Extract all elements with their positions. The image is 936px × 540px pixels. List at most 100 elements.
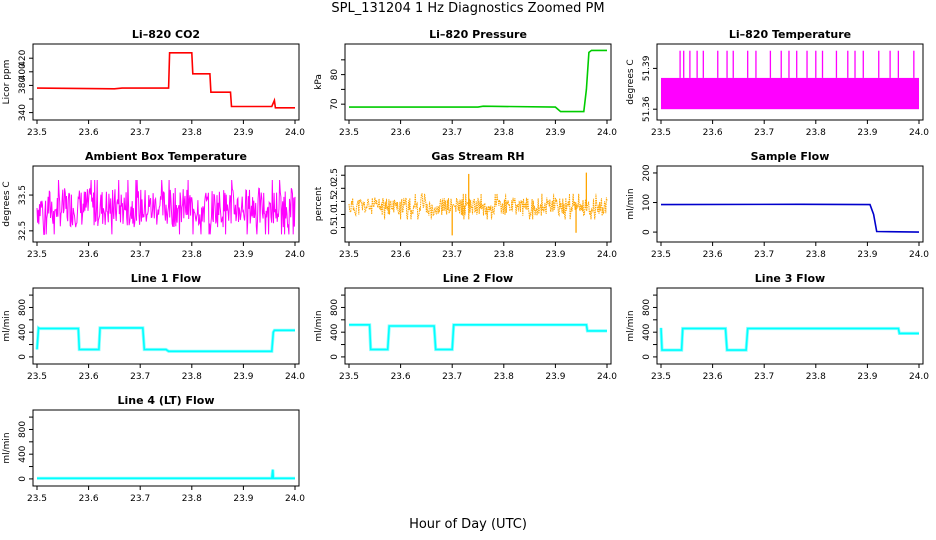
y-axis-label: ml/min: [314, 310, 324, 341]
x-tick-label: 23.9: [233, 128, 253, 138]
y-tick-label: 2.0: [330, 181, 340, 196]
panel-title: Ambient Box Temperature: [85, 150, 247, 163]
panel-2: Li–820 Pressure kPa 23.5 23.6 23.7 23.8 23.9 24…: [314, 28, 617, 138]
plot-frame: [656, 165, 924, 243]
x-tick-label: 23.6: [703, 128, 723, 138]
x-tick-label: 23.5: [339, 128, 359, 138]
y-tick-label: 380: [18, 77, 28, 94]
series-line: [348, 193, 608, 220]
shared-x-axis-label: Hour of Day (UTC): [409, 517, 527, 532]
x-tick-label: 23.7: [130, 494, 150, 504]
x-tick-label: 23.8: [494, 128, 514, 138]
plot-frame: [32, 165, 300, 243]
plot-frame: [344, 287, 612, 365]
x-tick-label: 23.8: [806, 128, 826, 138]
x-tick-label: 23.5: [651, 250, 671, 260]
y-tick-label: 0.5: [330, 220, 340, 234]
x-tick-label: 23.9: [857, 128, 877, 138]
x-tick-label: 24.0: [285, 128, 305, 138]
y-tick-label: 0: [18, 354, 28, 360]
series-line-noise: [37, 469, 295, 480]
y-tick-label: 400: [642, 323, 652, 340]
y-tick-label: 1.5: [330, 194, 340, 208]
series-line: [37, 469, 295, 480]
y-tick-label: 420: [18, 49, 28, 66]
page-title: SPL_131204 1 Hz Diagnostics Zoomed PM: [331, 1, 605, 16]
y-tick-label: 400: [18, 63, 28, 80]
x-tick-label: 23.7: [754, 250, 774, 260]
series-line-noise: [349, 323, 607, 352]
plot-frame: [32, 409, 300, 487]
y-tick-label: 51.39: [642, 55, 652, 81]
panel-title: Li–820 CO2: [132, 28, 200, 41]
x-tick-label: 23.6: [79, 372, 99, 382]
y-tick-label: 400: [330, 323, 340, 340]
x-tick-label: 23.5: [339, 250, 359, 260]
panel-title: Line 4 (LT) Flow: [118, 394, 215, 407]
y-tick-label: 32.5: [18, 221, 28, 241]
y-axis-label: ml/min: [2, 432, 12, 463]
x-tick-label: 23.8: [494, 250, 514, 260]
panel-8: Line 2 Flow ml/min 23.5 23.6 23.7 23.8 23.9 24.…: [314, 272, 617, 382]
x-tick-label: 23.5: [651, 128, 671, 138]
x-tick-label: 24.0: [909, 372, 929, 382]
x-tick-label: 23.9: [233, 494, 253, 504]
x-tick-label: 23.7: [130, 128, 150, 138]
y-tick-label: 340: [18, 104, 28, 121]
y-tick-label: 800: [642, 299, 652, 316]
panel-7: Line 1 Flow ml/min 23.5 23.6 23.7 23.8 23.9 24.…: [2, 272, 305, 382]
x-tick-label: 23.8: [494, 372, 514, 382]
panel-9: Line 3 Flow ml/min 23.5 23.6 23.7 23.8 23.9 24.…: [626, 272, 929, 382]
panel-title: Li–820 Pressure: [429, 28, 527, 41]
y-tick-label: 0: [330, 354, 340, 360]
y-tick-label: 2.5: [330, 168, 340, 182]
plot-frame: [32, 287, 300, 365]
x-tick-label: 23.5: [339, 372, 359, 382]
x-tick-label: 23.5: [27, 250, 47, 260]
panel-3: Li–820 Temperature degrees C 23.5 23.6 23.7 2…: [626, 28, 929, 138]
x-tick-label: 23.6: [703, 250, 723, 260]
y-tick-label: 51.36: [642, 96, 652, 122]
plot-frame: [32, 43, 300, 121]
x-tick-label: 23.8: [806, 372, 826, 382]
y-tick-label: 33.5: [18, 185, 28, 205]
x-tick-label: 23.9: [545, 128, 565, 138]
y-tick-label: 0: [18, 476, 28, 482]
series-line: [660, 327, 919, 351]
series-line: [36, 51, 295, 109]
x-tick-label: 23.7: [442, 250, 462, 260]
x-tick-label: 24.0: [285, 372, 305, 382]
y-tick-label: 200: [642, 164, 652, 181]
x-tick-label: 23.8: [182, 250, 202, 260]
y-tick-label: 800: [330, 299, 340, 316]
series-line: [36, 326, 295, 353]
y-tick-label: 1.0: [330, 207, 340, 222]
plot-frame: [344, 43, 612, 121]
x-tick-label: 23.9: [545, 372, 565, 382]
x-tick-label: 23.8: [182, 128, 202, 138]
y-tick-label: 0: [642, 229, 652, 235]
x-tick-label: 23.6: [391, 128, 411, 138]
panel-6: Sample Flow ml/min 23.5 23.6 23.7 23.8 23.9 24.…: [626, 150, 929, 260]
x-tick-label: 24.0: [597, 128, 617, 138]
y-tick-label: 0: [642, 354, 652, 360]
x-tick-label: 23.8: [182, 494, 202, 504]
y-axis-label: kPa: [314, 74, 324, 90]
series-line: [349, 49, 607, 113]
x-tick-label: 24.0: [909, 128, 929, 138]
y-axis-label: degrees C: [2, 181, 12, 226]
x-tick-label: 23.9: [857, 250, 877, 260]
x-tick-label: 24.0: [909, 250, 929, 260]
y-tick-label: 400: [18, 445, 28, 462]
panel-4: Ambient Box Temperature degrees C 23.5 23.6…: [2, 150, 305, 260]
plot-frame: [656, 287, 924, 365]
x-tick-label: 23.9: [545, 250, 565, 260]
panel-title: Line 3 Flow: [755, 272, 825, 285]
panel-title: Li–820 Temperature: [729, 28, 851, 41]
panel-5: Gas Stream RH percent 23.5 23.6 23.7 23.8 23.9…: [314, 150, 617, 260]
x-tick-label: 23.5: [651, 372, 671, 382]
y-axis-label: ml/min: [626, 310, 636, 341]
series-line: [36, 179, 296, 235]
y-tick-label: 800: [18, 299, 28, 316]
